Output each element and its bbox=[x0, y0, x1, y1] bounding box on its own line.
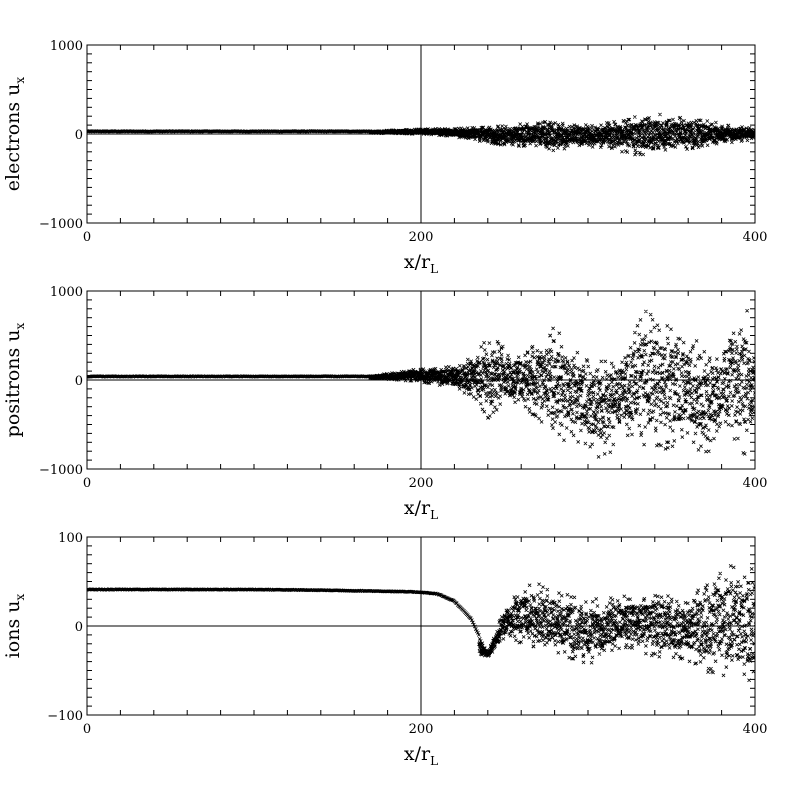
y-tick-label: 1000 bbox=[50, 285, 83, 300]
y-tick-label: 1000 bbox=[50, 39, 83, 54]
x-tick-label: 200 bbox=[409, 476, 434, 491]
scatter-markers bbox=[87, 308, 755, 459]
y-tick-label: 0 bbox=[75, 620, 83, 635]
y-axis-label: electrons ux bbox=[2, 77, 27, 192]
y-tick-label: −100 bbox=[47, 709, 83, 724]
y-tick-label: 0 bbox=[75, 374, 83, 389]
scatter-markers bbox=[87, 112, 755, 157]
x-tick-label: 400 bbox=[743, 230, 768, 245]
x-tick-label: 0 bbox=[83, 476, 91, 491]
x-tick-label: 400 bbox=[743, 476, 768, 491]
y-axis-label: ions ux bbox=[2, 594, 27, 659]
x-tick-label: 0 bbox=[83, 230, 91, 245]
x-axis-label: x/rL bbox=[404, 743, 438, 768]
scatter-markers bbox=[87, 564, 755, 683]
y-tick-label: 100 bbox=[58, 531, 83, 546]
x-tick-label: 200 bbox=[409, 722, 434, 737]
y-tick-label: 0 bbox=[75, 128, 83, 143]
x-axis-label: x/rL bbox=[404, 251, 438, 276]
y-tick-label: −1000 bbox=[39, 217, 83, 232]
data-points bbox=[87, 564, 755, 683]
x-tick-label: 400 bbox=[743, 722, 768, 737]
x-tick-label: 200 bbox=[409, 230, 434, 245]
y-tick-label: −1000 bbox=[39, 463, 83, 478]
data-points bbox=[87, 308, 755, 459]
x-tick-label: 0 bbox=[83, 722, 91, 737]
data-points bbox=[87, 112, 755, 157]
x-axis-label: x/rL bbox=[404, 497, 438, 522]
y-axis-label: positrons ux bbox=[2, 322, 27, 437]
